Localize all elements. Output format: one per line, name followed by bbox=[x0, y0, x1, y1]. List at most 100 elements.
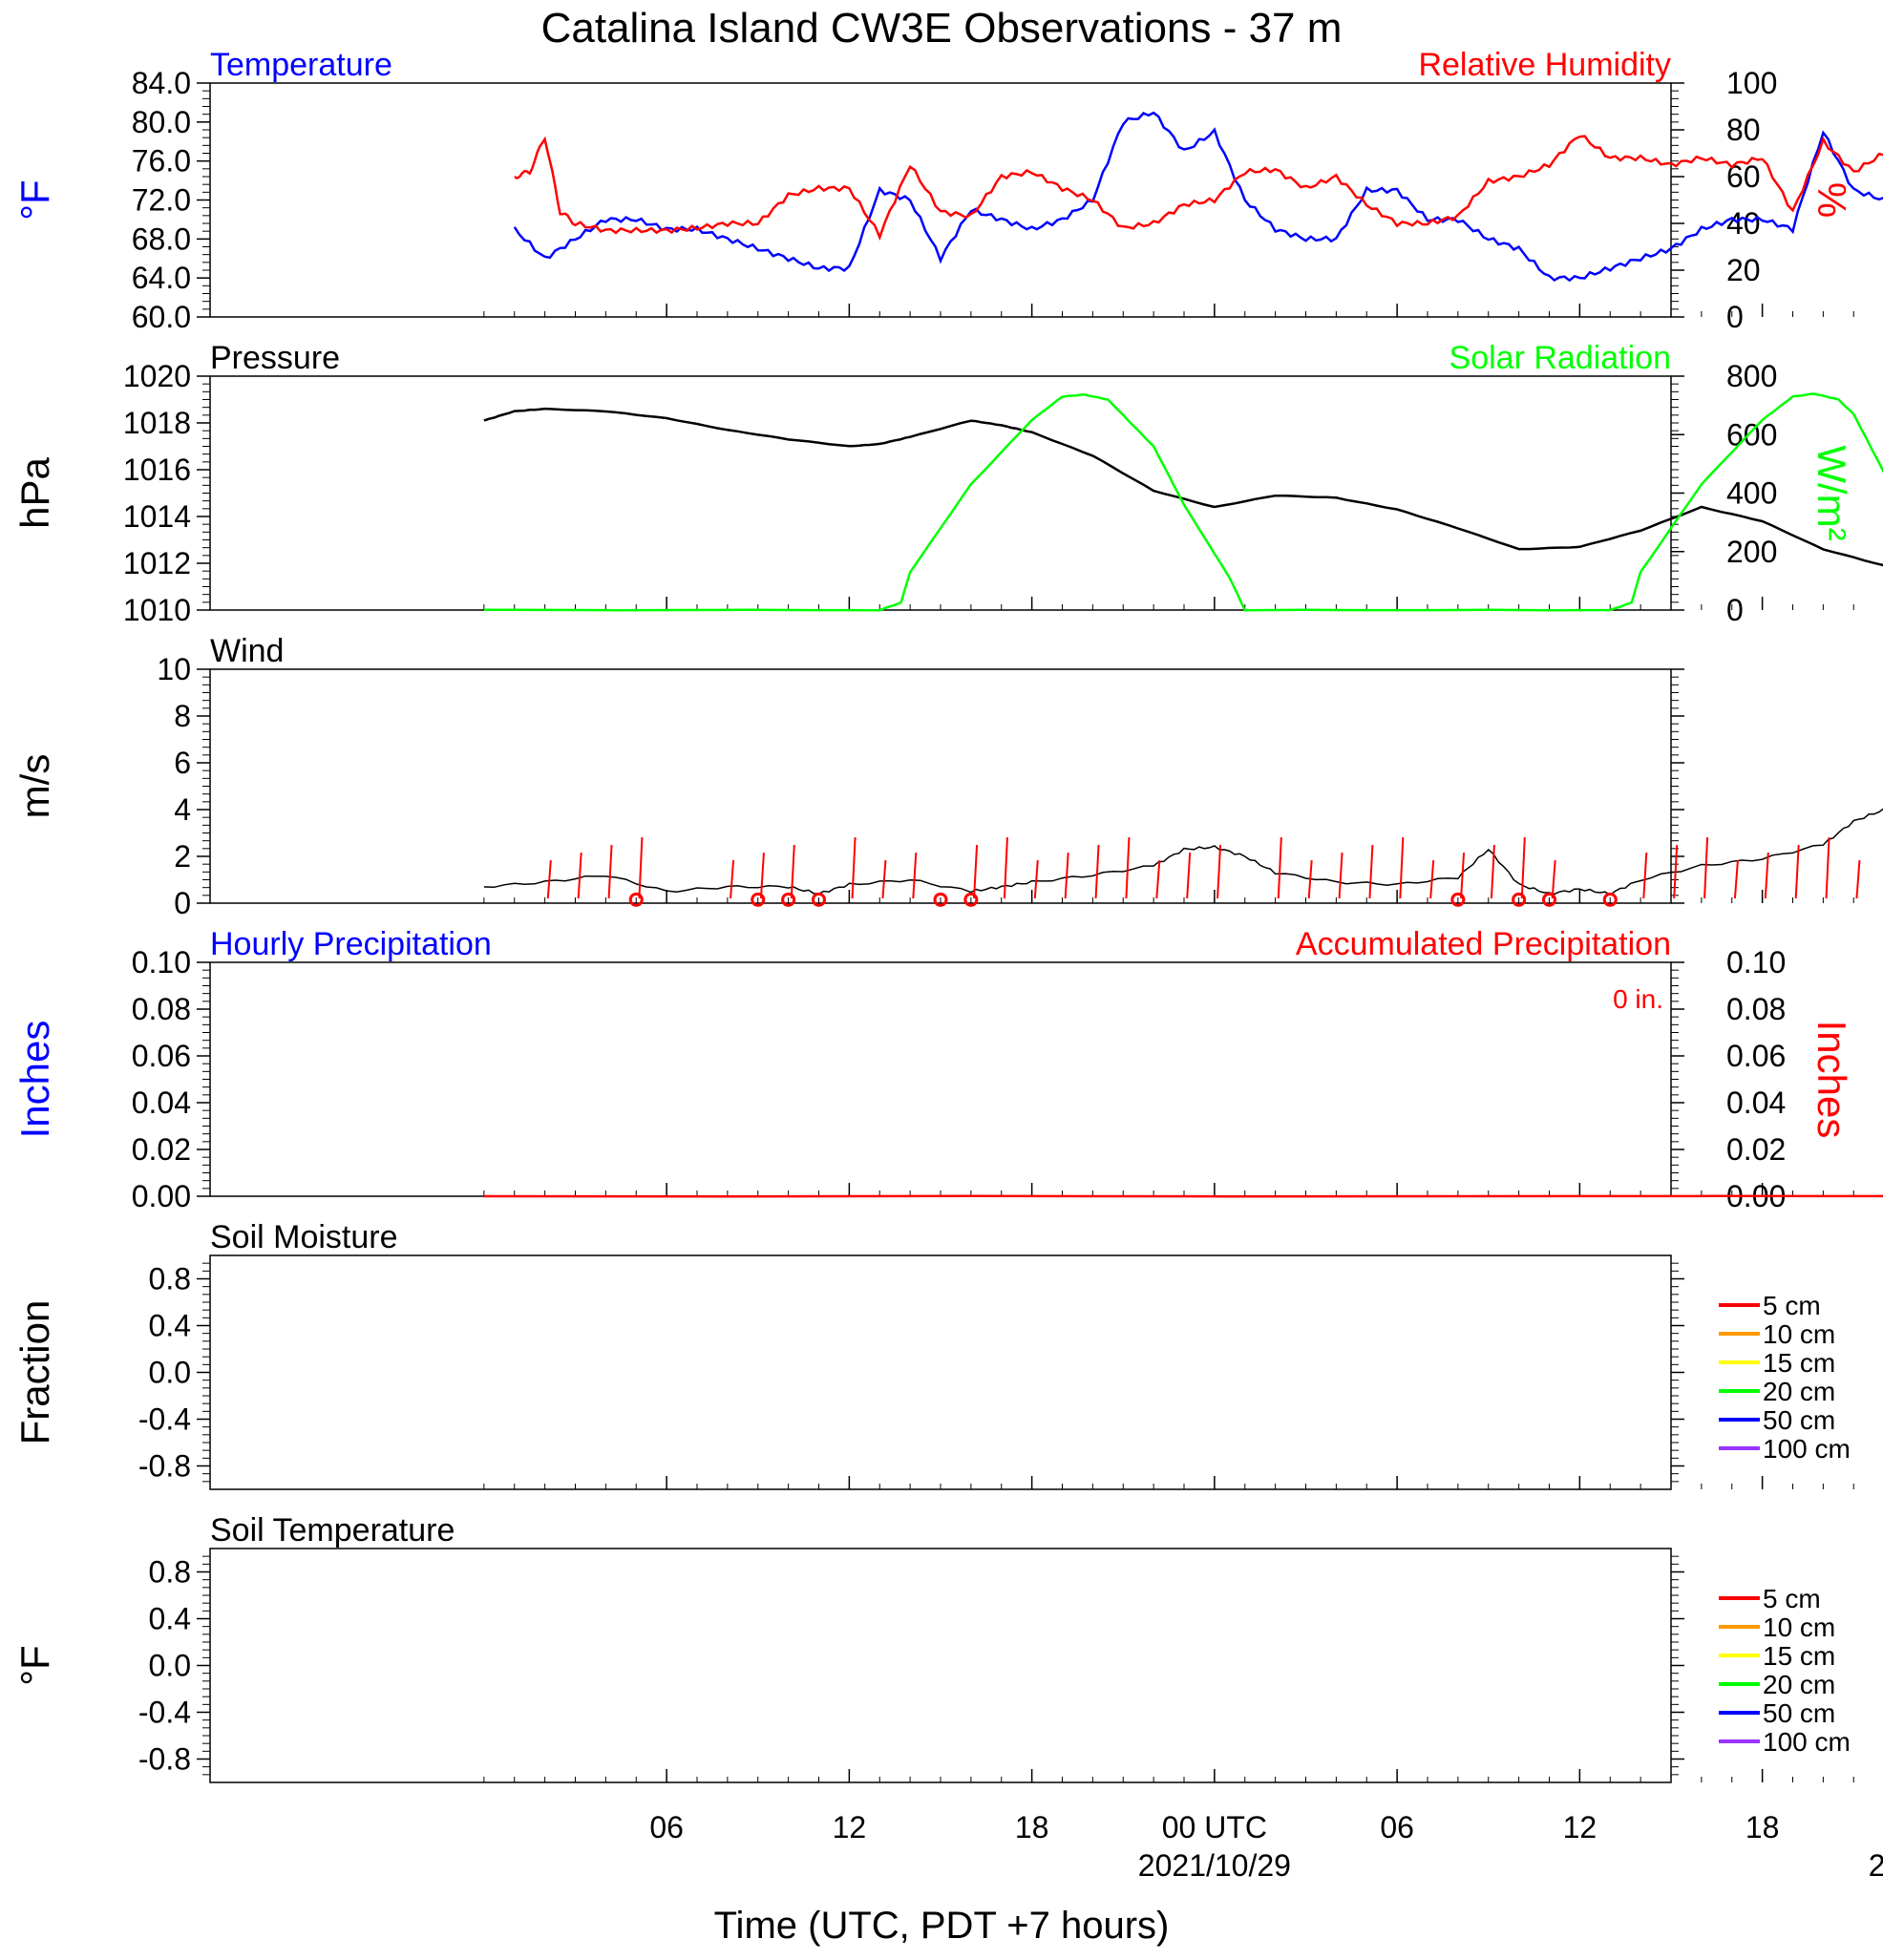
legend-label: 20 cm bbox=[1763, 1377, 1835, 1406]
x-tick-label: 00 UTC bbox=[1162, 1810, 1267, 1844]
y-tick-label-left: 0.06 bbox=[132, 1039, 191, 1073]
panel-2: 1010 1012 1014 1016 1018 1020 0 200 400 600 800 Pre… bbox=[12, 340, 1883, 627]
y-tick-label-right: 0 bbox=[1726, 300, 1744, 334]
x-tick-date: 2021/10/30 bbox=[1869, 1848, 1883, 1883]
y-tick-label-left: 64.0 bbox=[132, 261, 191, 295]
panel-1: 60.0 64.0 68.072.0 76.0 80.0 84.0 0 20 40 60 80 100… bbox=[12, 47, 1883, 334]
series-line-2 bbox=[483, 392, 1883, 612]
y-axis-label-left: Inches bbox=[12, 1021, 57, 1139]
x-tick-label: 12 bbox=[1563, 1810, 1597, 1844]
series-line-1 bbox=[483, 808, 1883, 896]
y-axis-label-right: % bbox=[1809, 182, 1854, 218]
series-line-2 bbox=[514, 135, 1883, 242]
panel-4: 0.000.020.040.060.080.100.000.020.040.06… bbox=[12, 926, 1883, 1213]
y-tick-label-left: 0.8 bbox=[149, 1262, 191, 1296]
wind-barb bbox=[973, 845, 979, 899]
y-tick-label-left: -0.8 bbox=[138, 1449, 191, 1484]
wind-barb bbox=[638, 837, 644, 899]
calm-wind-marker bbox=[781, 892, 796, 907]
y-tick-label-left: 84.0 bbox=[132, 66, 191, 100]
y-tick-label-left: 1018 bbox=[123, 406, 191, 440]
calm-wind-marker bbox=[963, 892, 979, 907]
y-tick-label-left: 0 bbox=[174, 886, 191, 920]
y-tick-label-left: 0.04 bbox=[132, 1085, 191, 1120]
wind-barb bbox=[1338, 853, 1343, 899]
y-axis-label-left: °F bbox=[12, 179, 57, 220]
wind-barb bbox=[1307, 860, 1313, 899]
plot-frame bbox=[209, 1254, 1672, 1490]
panel-title-left: Hourly Precipitation bbox=[210, 926, 492, 962]
wind-barb bbox=[881, 860, 887, 899]
x-tick-label: 18 bbox=[1015, 1810, 1049, 1844]
wind-barb bbox=[1764, 853, 1769, 899]
y-axis-label-right: W/m² bbox=[1809, 445, 1854, 540]
y-tick-label-left: 60.0 bbox=[132, 300, 191, 334]
y-tick-label-right: 800 bbox=[1726, 359, 1777, 393]
x-axis-title: Time (UTC, PDT +7 hours) bbox=[714, 1905, 1170, 1947]
panel-title-left: Wind bbox=[210, 633, 284, 669]
calm-wind-marker bbox=[628, 892, 644, 907]
series-line-1 bbox=[513, 111, 1883, 283]
y-tick-label-left: 4 bbox=[174, 792, 191, 827]
wind-barb bbox=[1368, 845, 1374, 899]
panel-title-right: Relative Humidity bbox=[1418, 47, 1671, 83]
legend-label: 15 cm bbox=[1763, 1348, 1835, 1378]
y-tick-label-left: 0.00 bbox=[132, 1179, 191, 1213]
wind-barb bbox=[577, 853, 582, 899]
panel-title-right: Solar Radiation bbox=[1449, 340, 1671, 376]
wind-barb bbox=[1703, 837, 1709, 899]
y-tick-label-left: 1020 bbox=[123, 359, 191, 393]
x-tick-label: 18 bbox=[1745, 1810, 1780, 1844]
wind-barb bbox=[1186, 853, 1192, 899]
y-tick-label-left: 10 bbox=[157, 652, 191, 686]
y-tick-label-left: 80.0 bbox=[132, 105, 191, 139]
y-tick-label-right: 0.08 bbox=[1726, 992, 1786, 1026]
calm-wind-marker bbox=[1512, 892, 1527, 907]
y-tick-label-left: -0.4 bbox=[138, 1696, 191, 1730]
y-tick-label-right: 200 bbox=[1726, 535, 1777, 569]
y-axis-label-left: °F bbox=[12, 1645, 57, 1685]
y-tick-label-right: 0 bbox=[1726, 593, 1744, 627]
wind-barb bbox=[1399, 837, 1405, 899]
y-tick-label-right: 80 bbox=[1726, 113, 1761, 147]
legend-label: 10 cm bbox=[1763, 1612, 1835, 1642]
y-tick-label-left: 2 bbox=[174, 839, 191, 874]
wind-barb bbox=[1673, 845, 1679, 899]
y-tick-label-left: 76.0 bbox=[132, 144, 191, 179]
y-axis-label-left: hPa bbox=[12, 456, 57, 528]
y-tick-label-left: 0.0 bbox=[149, 1356, 191, 1390]
series-line-1 bbox=[483, 407, 1883, 567]
figure-title: Catalina Island CW3E Observations - 37 m bbox=[541, 5, 1343, 52]
wind-barb bbox=[1642, 853, 1648, 899]
calm-wind-marker bbox=[1450, 892, 1466, 907]
panel-title-right: Accumulated Precipitation bbox=[1296, 926, 1671, 962]
plot-frame bbox=[209, 668, 1672, 904]
wind-barb bbox=[1825, 837, 1830, 899]
wind-barb bbox=[1277, 837, 1282, 899]
panel-title-left: Soil Temperature bbox=[210, 1512, 455, 1549]
y-tick-label-left: 0.0 bbox=[149, 1649, 191, 1683]
wind-barb bbox=[1125, 837, 1131, 899]
legend-label: 50 cm bbox=[1763, 1698, 1835, 1728]
y-tick-label-left: 0.10 bbox=[132, 945, 191, 980]
legend-label: 20 cm bbox=[1763, 1670, 1835, 1699]
wind-barb bbox=[730, 860, 735, 899]
y-tick-label-left: 72.0 bbox=[132, 183, 191, 218]
y-tick-label-left: 0.4 bbox=[149, 1309, 191, 1343]
panel-title-left: Pressure bbox=[210, 340, 340, 376]
y-tick-label-left: -0.8 bbox=[138, 1742, 191, 1777]
y-tick-label-left: 0.08 bbox=[132, 992, 191, 1026]
wind-barb bbox=[1551, 860, 1556, 899]
legend-label: 15 cm bbox=[1763, 1641, 1835, 1671]
wind-barb bbox=[1855, 860, 1861, 899]
wind-barb bbox=[790, 845, 795, 899]
y-tick-label-left: 1014 bbox=[123, 499, 191, 534]
legend-label: 5 cm bbox=[1763, 1291, 1821, 1320]
panel-title-left: Soil Moisture bbox=[210, 1219, 398, 1255]
wind-barb bbox=[607, 845, 613, 899]
x-tick-label: 06 bbox=[1380, 1810, 1414, 1844]
plot-frame bbox=[209, 375, 1672, 611]
calm-wind-marker bbox=[812, 892, 826, 907]
